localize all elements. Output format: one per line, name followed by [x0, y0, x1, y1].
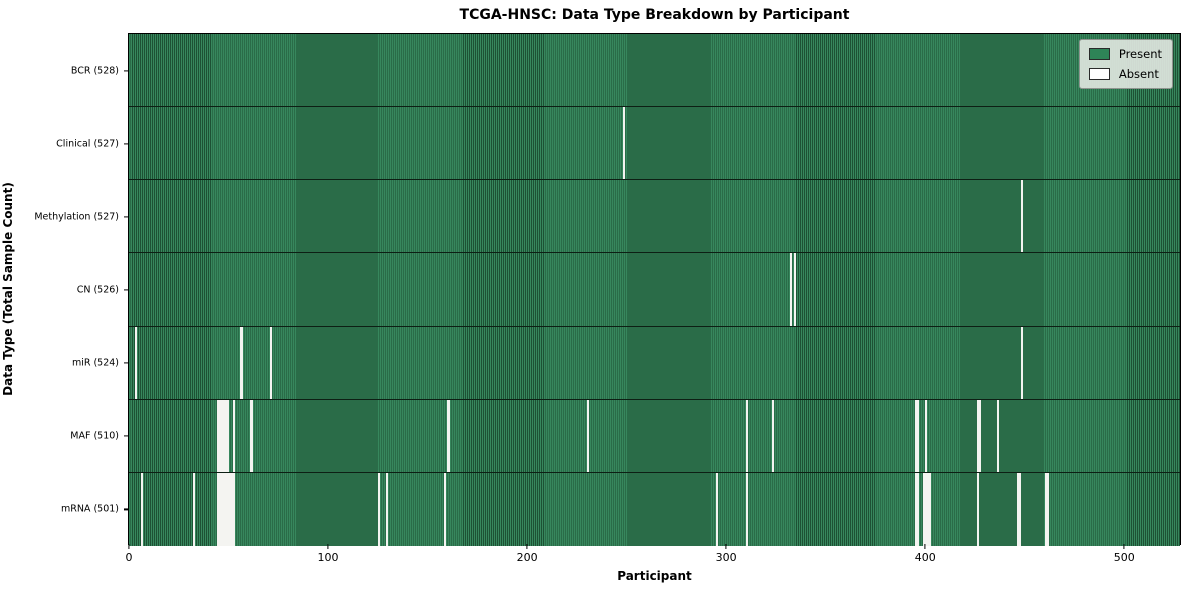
- absent-stripe: [746, 472, 749, 546]
- xtick-mark: [1123, 544, 1125, 549]
- xtick-mark: [526, 544, 528, 549]
- xtick-label-0: 0: [125, 551, 133, 564]
- y-axis-label: Data Type (Total Sample Count): [1, 182, 15, 396]
- absent-stripe: [222, 399, 225, 472]
- absent-stripe: [996, 399, 999, 472]
- absent-stripe: [240, 326, 243, 399]
- absent-swatch-icon: [1088, 68, 1110, 80]
- xtick-label-100: 100: [317, 551, 339, 564]
- heatmap-row-CN: CN (526): [77, 253, 1180, 327]
- absent-stripe: [218, 399, 221, 472]
- legend-item-present: Present: [1088, 47, 1162, 61]
- present-swatch-icon: [1088, 48, 1110, 60]
- absent-stripe: [232, 472, 235, 546]
- ytick-mark: [124, 289, 129, 291]
- absent-stripe: [270, 326, 273, 399]
- absent-stripe: [224, 472, 227, 546]
- absent-stripe: [216, 399, 219, 472]
- heatmap-plot-area: BCR (528) Clinical (527) Methylation (527)…: [34, 33, 1181, 564]
- absent-stripe: [771, 399, 775, 472]
- heatmap-row-Clinical: Clinical (527): [56, 107, 1180, 181]
- absent-stripe: [622, 107, 625, 180]
- absent-stripe: [976, 399, 980, 472]
- heatmap-row-MAF: MAF (510): [70, 399, 1180, 473]
- absent-stripe: [915, 399, 918, 472]
- absent-stripe: [789, 253, 792, 326]
- legend-present-label: Present: [1118, 47, 1162, 61]
- absent-stripe: [218, 472, 221, 546]
- xtick-mark: [327, 544, 329, 549]
- absent-stripe: [927, 472, 930, 546]
- ytick-label-Methylation: Methylation (527): [34, 211, 119, 223]
- absent-stripe: [1020, 180, 1023, 253]
- absent-stripe: [216, 472, 219, 546]
- absent-stripe: [915, 472, 918, 546]
- xtick-mark: [725, 544, 727, 549]
- ytick-mark: [124, 143, 129, 145]
- absent-stripe: [220, 399, 223, 472]
- ytick-mark: [124, 362, 129, 364]
- ytick-label-CN: CN (526): [76, 284, 119, 296]
- absent-stripe: [929, 472, 932, 546]
- absent-stripe: [746, 399, 749, 472]
- ytick-mark: [124, 508, 129, 510]
- absent-stripe: [586, 399, 589, 472]
- absent-stripe: [134, 326, 138, 399]
- ytick-label-MAF: MAF (510): [70, 430, 119, 442]
- absent-stripe: [1020, 326, 1023, 399]
- heatmap-row-BCR: BCR (528): [71, 34, 1180, 108]
- absent-stripe: [1046, 472, 1049, 546]
- absent-stripe: [976, 472, 980, 546]
- xtick-label-200: 200: [516, 551, 538, 564]
- absent-stripe: [140, 472, 144, 546]
- ytick-mark: [124, 435, 129, 437]
- xtick-mark: [924, 544, 926, 549]
- absent-stripe: [917, 399, 920, 472]
- ytick-mark: [124, 216, 129, 218]
- legend-item-absent: Absent: [1088, 67, 1162, 81]
- x-axis-label: Participant: [617, 569, 692, 583]
- chart-title: TCGA-HNSC: Data Type Breakdown by Partic…: [459, 7, 850, 23]
- legend-absent-label: Absent: [1118, 67, 1159, 81]
- absent-stripe: [978, 399, 982, 472]
- absent-stripe: [224, 399, 227, 472]
- ytick-mark: [124, 69, 129, 72]
- absent-stripe: [385, 472, 388, 546]
- xtick-label-500: 500: [1113, 551, 1135, 564]
- heatmap-row-mRNA: mRNA (501): [61, 472, 1180, 546]
- absent-stripe: [1016, 472, 1019, 546]
- heatmap-row-Methylation: Methylation (527): [34, 180, 1180, 254]
- absent-stripe: [192, 472, 195, 546]
- xtick-label-400: 400: [914, 551, 936, 564]
- absent-stripe: [230, 472, 233, 546]
- absent-stripe: [228, 472, 231, 546]
- absent-stripe: [917, 472, 920, 546]
- absent-stripe: [377, 472, 380, 546]
- absent-stripe: [226, 472, 229, 546]
- heatmap-rows: BCR (528) Clinical (527) Methylation (527)…: [34, 34, 1180, 546]
- xtick-label-300: 300: [715, 551, 737, 564]
- absent-stripe: [222, 472, 225, 546]
- absent-stripe: [923, 472, 926, 546]
- absent-stripe: [226, 399, 229, 472]
- absent-stripe: [220, 472, 223, 546]
- absent-stripe: [1044, 472, 1047, 546]
- legend: Present Absent: [1078, 39, 1173, 89]
- ytick-label-BCR: BCR (528): [70, 65, 119, 77]
- ytick-label-miR: miR (524): [71, 357, 119, 369]
- ytick-label-Clinical: Clinical (527): [56, 138, 119, 150]
- absent-stripe: [793, 253, 796, 326]
- absent-stripe: [232, 399, 235, 472]
- heatmap-row-miR: miR (524): [72, 326, 1180, 400]
- absent-stripe: [447, 399, 450, 472]
- absent-stripe: [925, 472, 928, 546]
- absent-stripe: [716, 472, 719, 546]
- absent-stripe: [443, 472, 446, 546]
- absent-stripe: [250, 399, 253, 472]
- absent-stripe: [1018, 472, 1021, 546]
- xtick-mark: [128, 544, 130, 549]
- absent-stripe: [925, 399, 928, 472]
- ytick-label-mRNA: mRNA (501): [60, 503, 119, 515]
